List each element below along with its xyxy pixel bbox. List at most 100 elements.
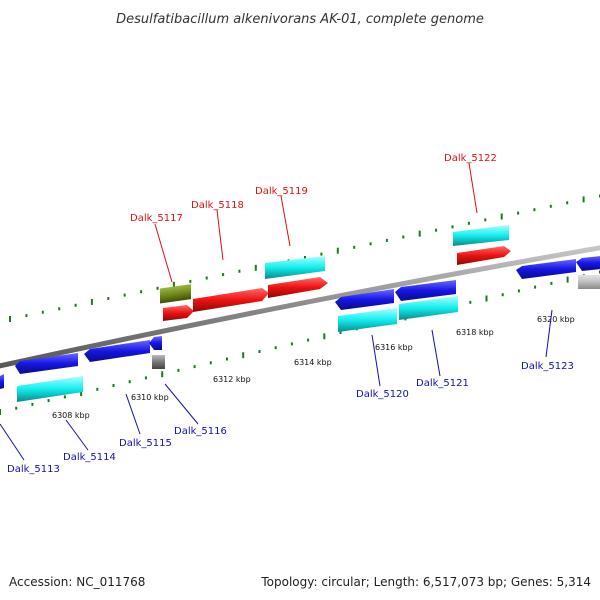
- minor-tick: [533, 208, 536, 212]
- ruler-tick-label: 6318 kbp: [456, 328, 494, 337]
- gene-label-forward: Dalk_5118: [191, 200, 244, 211]
- ruler-tick-label: 6308 kbp: [52, 411, 90, 420]
- major-tick: [254, 264, 257, 271]
- gene-feature-reverse[interactable]: [149, 336, 162, 350]
- minor-tick: [435, 228, 438, 232]
- minor-tick: [58, 307, 61, 311]
- minor-tick: [304, 256, 306, 259]
- map-title: Desulfatibacillum alkenivorans AK-01, co…: [116, 12, 484, 27]
- minor-tick: [484, 218, 487, 222]
- pseudo-feature[interactable]: [152, 355, 165, 369]
- gene-feature-reverse[interactable]: [576, 255, 600, 271]
- gene-label-reverse: Dalk_5123: [521, 361, 574, 372]
- minor-tick: [566, 201, 569, 205]
- gene-feature-forward[interactable]: [268, 277, 328, 298]
- major-tick: [90, 298, 93, 305]
- genome-summary-text: Topology: circular; Length: 6,517,073 bp…: [260, 575, 591, 589]
- pseudo-feature[interactable]: [578, 275, 600, 289]
- minor-tick: [517, 211, 520, 215]
- ruler-tick-label: 6312 kbp: [213, 375, 251, 384]
- minor-tick: [339, 331, 342, 334]
- major-tick: [172, 281, 175, 288]
- minor-tick: [128, 380, 131, 384]
- major-tick: [0, 409, 1, 415]
- gene-feature-reverse[interactable]: [84, 340, 150, 362]
- minor-tick: [107, 297, 110, 300]
- minor-tick: [222, 273, 225, 277]
- minor-tick: [226, 357, 228, 361]
- minor-tick: [290, 342, 293, 346]
- gene-feature-reverse[interactable]: [516, 259, 576, 279]
- rna-feature-reverse[interactable]: [338, 308, 397, 332]
- minor-tick: [189, 279, 192, 283]
- ruler-tick-label: 6314 kbp: [294, 358, 332, 367]
- minor-tick: [96, 387, 99, 391]
- minor-tick: [451, 225, 454, 229]
- minor-tick: [469, 300, 472, 304]
- gene-label-reverse: Dalk_5113: [7, 464, 60, 475]
- minor-tick: [177, 368, 180, 372]
- minor-tick: [517, 289, 520, 293]
- minor-tick: [25, 314, 28, 318]
- minor-tick: [193, 365, 196, 369]
- major-tick: [566, 276, 569, 283]
- gene-label-reverse: Dalk_5121: [416, 378, 469, 389]
- minor-tick: [353, 245, 356, 249]
- minor-tick: [144, 376, 147, 380]
- minor-tick: [501, 293, 504, 297]
- other-feature[interactable]: [160, 284, 191, 304]
- major-tick: [485, 295, 488, 302]
- rna-feature-reverse[interactable]: [399, 296, 458, 320]
- major-tick: [582, 196, 585, 203]
- gene-feature-reverse[interactable]: [15, 353, 78, 374]
- minor-tick: [385, 238, 388, 242]
- minor-tick: [41, 310, 44, 314]
- genome-backbone: [0, 245, 600, 369]
- gene-feature-reverse[interactable]: [0, 374, 4, 390]
- minor-tick: [15, 406, 18, 410]
- minor-tick: [320, 252, 323, 256]
- minor-tick: [205, 276, 208, 280]
- gene-feature-reverse[interactable]: [335, 289, 394, 310]
- gene-features: [0, 225, 600, 402]
- minor-tick: [402, 235, 405, 239]
- forward-gene-labels: Dalk_5117 Dalk_5118 Dalk_5119 Dalk_5122: [130, 153, 497, 283]
- ruler-tick-label: 6316 kbp: [375, 343, 413, 352]
- minor-tick: [274, 346, 277, 350]
- major-tick: [336, 247, 339, 254]
- reverse-gene-labels: Dalk_5113 Dalk_5114 Dalk_5115 Dalk_5116 …: [0, 309, 574, 475]
- rna-feature-forward[interactable]: [453, 225, 509, 246]
- rna-feature-forward[interactable]: [265, 256, 325, 279]
- minor-tick: [550, 281, 553, 285]
- minor-tick: [112, 384, 115, 387]
- minor-tick: [63, 395, 66, 399]
- ruler-tick-label: 6320 kbp: [537, 315, 575, 324]
- minor-tick: [47, 399, 50, 403]
- gene-feature-reverse[interactable]: [395, 280, 456, 301]
- gene-label-forward: Dalk_5119: [255, 186, 308, 197]
- ruler-labels: 6308 kbp 6310 kbp 6312 kbp 6314 kbp 6316…: [52, 315, 575, 420]
- gene-feature-forward[interactable]: [193, 288, 269, 312]
- minor-tick: [156, 286, 159, 290]
- minor-tick: [467, 221, 470, 225]
- minor-tick: [534, 285, 537, 289]
- ruler-tick-label: 6310 kbp: [131, 393, 169, 402]
- minor-tick: [209, 361, 212, 365]
- rna-feature-reverse[interactable]: [17, 376, 83, 402]
- gene-label-reverse: Dalk_5114: [63, 452, 116, 463]
- gene-label-forward: Dalk_5117: [130, 213, 183, 224]
- gene-feature-forward[interactable]: [163, 305, 194, 321]
- major-tick: [9, 316, 11, 322]
- gene-feature-forward[interactable]: [457, 246, 511, 265]
- major-tick: [242, 352, 245, 359]
- gene-label-reverse: Dalk_5116: [174, 426, 227, 437]
- major-tick: [323, 333, 326, 340]
- minor-tick: [31, 402, 34, 406]
- major-tick: [418, 230, 421, 237]
- minor-tick: [549, 204, 552, 208]
- minor-tick: [258, 350, 261, 353]
- major-tick: [80, 390, 83, 397]
- minor-tick: [74, 303, 77, 307]
- major-tick: [500, 213, 503, 220]
